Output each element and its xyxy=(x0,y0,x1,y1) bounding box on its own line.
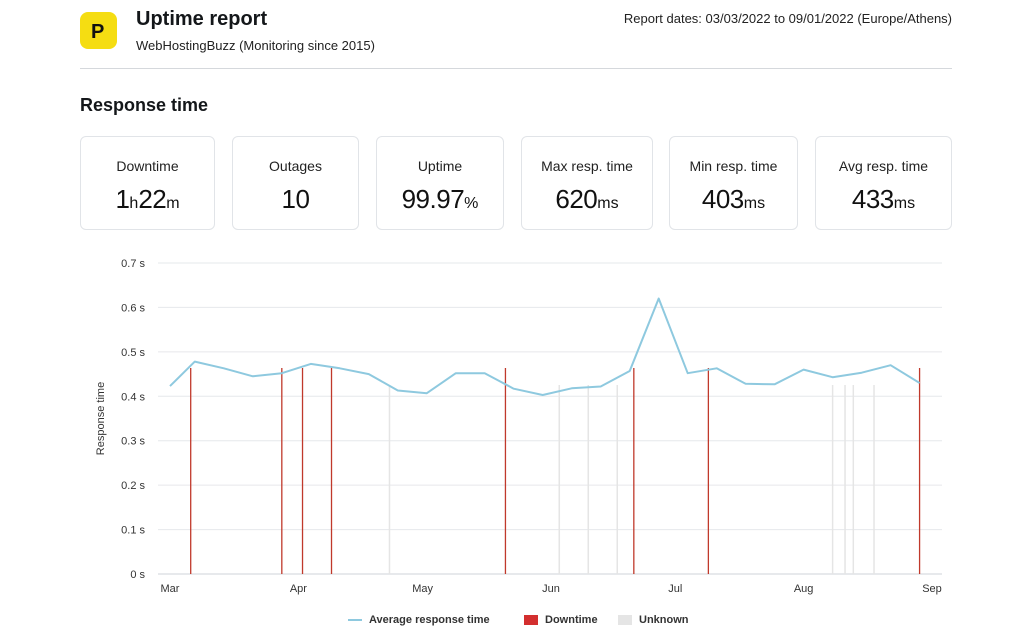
y-tick-label: 0.1 s xyxy=(121,525,145,537)
svg-text:P: P xyxy=(91,21,104,43)
legend-item-downtime[interactable]: Downtime xyxy=(524,614,598,626)
max-resp-label: Max resp. time xyxy=(541,158,633,174)
logo-p-icon: P xyxy=(91,21,104,43)
max-resp-number: 620 xyxy=(555,184,598,214)
downtime-minutes-unit: m xyxy=(166,195,180,212)
avg-resp-value: 433ms xyxy=(816,184,951,215)
section-title: Response time xyxy=(80,95,209,115)
downtime-hours: 1 xyxy=(115,184,130,214)
average-response-line xyxy=(169,297,921,396)
legend-item-average[interactable]: Average response time xyxy=(348,614,490,626)
y-tick-label: 0.3 s xyxy=(121,436,145,448)
y-tick-label: 0.2 s xyxy=(121,480,145,492)
chart-legend: Average response time Downtime Unknown xyxy=(0,614,1024,630)
downtime-hours-unit: h xyxy=(129,195,139,212)
x-tick-label: Jun xyxy=(542,583,560,595)
max-resp-unit: ms xyxy=(597,195,619,212)
avg-resp-label: Avg resp. time xyxy=(838,158,929,174)
y-tick-label: 0.6 s xyxy=(121,302,145,314)
uptime-card: Uptime 99.97% xyxy=(376,136,504,230)
uptime-label: Uptime xyxy=(417,158,463,174)
page-subtitle: WebHostingBuzz (Monitoring since 2015) xyxy=(136,38,375,53)
x-tick-label: May xyxy=(412,583,433,595)
min-resp-number: 403 xyxy=(701,184,744,214)
legend-unknown-label: Unknown xyxy=(639,614,689,626)
downtime-minutes: 22 xyxy=(138,184,167,214)
page-title: Uptime report xyxy=(136,8,268,30)
downtime-label: Downtime xyxy=(116,158,179,174)
min-resp-value: 403ms xyxy=(670,184,797,215)
outages-label: Outages xyxy=(269,158,322,174)
min-resp-card: Min resp. time 403ms xyxy=(669,136,798,230)
uptime-value: 99.97% xyxy=(377,184,503,215)
y-tick-label: 0.7 s xyxy=(121,258,145,270)
outages-value: 10 xyxy=(281,184,310,214)
downtime-value: 1h22m xyxy=(81,184,214,215)
y-axis-label: Response time xyxy=(95,382,107,455)
y-tick-label: 0.5 s xyxy=(121,347,145,359)
legend-downtime-swatch xyxy=(524,615,538,625)
uptime-unit: % xyxy=(464,195,479,212)
avg-resp-unit: ms xyxy=(893,195,916,212)
y-tick-label: 0 s xyxy=(130,569,145,581)
x-tick-label: Aug xyxy=(794,583,814,595)
max-resp-card: Max resp. time 620ms xyxy=(521,136,653,230)
header-divider xyxy=(80,68,952,69)
x-tick-label: Sep xyxy=(922,583,942,595)
max-resp-value: 620ms xyxy=(522,184,652,215)
legend-line-swatch xyxy=(348,619,362,621)
x-tick-label: Apr xyxy=(290,583,307,595)
downtime-card: Downtime 1h22m xyxy=(80,136,215,230)
response-time-chart: 0 s 0.1 s 0.2 s 0.3 s 0.4 s 0.5 s 0.6 s 0.7 s Re… xyxy=(95,258,942,595)
x-tick-label: Mar xyxy=(161,583,180,595)
avg-resp-number: 433 xyxy=(851,184,894,214)
legend-item-unknown[interactable]: Unknown xyxy=(618,614,689,626)
avg-resp-card: Avg resp. time 433ms xyxy=(815,136,952,230)
outages-card: Outages 10 xyxy=(232,136,359,230)
uptime-number: 99.97 xyxy=(401,184,465,214)
y-tick-label: 0.4 s xyxy=(121,391,145,403)
legend-average-label: Average response time xyxy=(369,614,490,626)
legend-unknown-swatch xyxy=(618,615,632,625)
min-resp-unit: ms xyxy=(743,195,766,212)
min-resp-label: Min resp. time xyxy=(689,158,778,174)
x-tick-label: Jul xyxy=(668,583,682,595)
report-dates: Report dates: 03/03/2022 to 09/01/2022 (… xyxy=(623,11,952,26)
brand-logo: P xyxy=(80,12,117,49)
legend-downtime-label: Downtime xyxy=(545,614,598,626)
